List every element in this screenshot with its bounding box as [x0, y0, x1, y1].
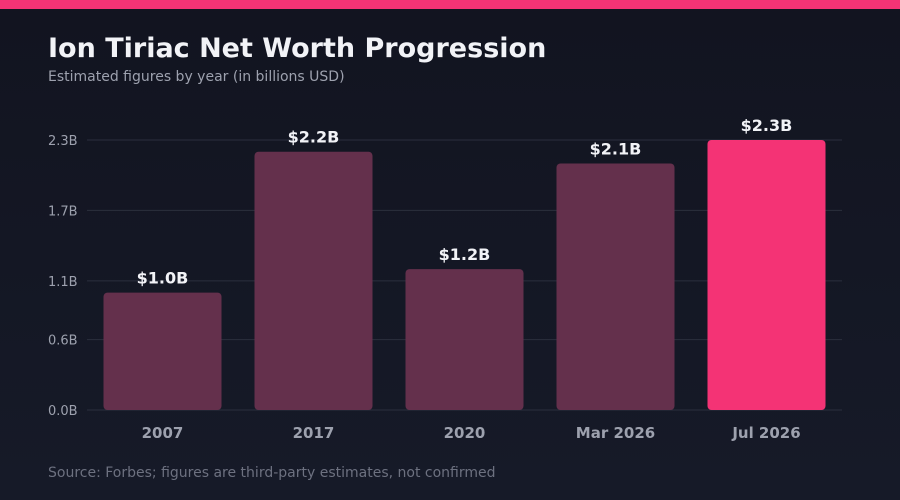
bar-highlight: [707, 140, 826, 410]
source-note: Source: Forbes; figures are third-party …: [48, 465, 496, 481]
bar-value-label: $2.2B: [288, 128, 340, 147]
bar-value-label: $1.0B: [137, 269, 189, 288]
y-tick-label: 0.0B: [48, 404, 78, 419]
value-labels: $1.0B $2.2B $1.2B $2.1B $2.3B: [137, 116, 793, 288]
y-tick-label: 0.6B: [48, 334, 78, 349]
bar: [103, 292, 222, 410]
x-tick-label: 2020: [444, 424, 486, 442]
x-tick-label: Mar 2026: [576, 424, 655, 442]
x-tick-label: Jul 2026: [731, 424, 800, 442]
y-axis-ticks: 0.0B 0.6B 1.1B 1.7B 2.3B: [48, 134, 78, 419]
x-tick-label: 2007: [142, 424, 184, 442]
bar: [405, 269, 524, 410]
chart-subtitle: Estimated figures by year (in billions U…: [48, 69, 345, 85]
bar-value-label: $2.1B: [590, 139, 642, 158]
chart-title: Ion Tiriac Net Worth Progression: [48, 33, 547, 64]
accent-stripe: [0, 0, 900, 9]
bar-value-label: $1.2B: [439, 245, 491, 264]
y-tick-label: 2.3B: [48, 134, 78, 149]
bar: [254, 151, 373, 410]
y-tick-label: 1.7B: [48, 204, 78, 219]
y-tick-label: 1.1B: [48, 275, 78, 290]
x-axis-ticks: 2007 2017 2020 Mar 2026 Jul 2026: [142, 424, 801, 442]
bars: [103, 140, 826, 410]
x-tick-label: 2017: [293, 424, 335, 442]
bar-value-label: $2.3B: [741, 116, 793, 135]
bar: [556, 163, 675, 410]
